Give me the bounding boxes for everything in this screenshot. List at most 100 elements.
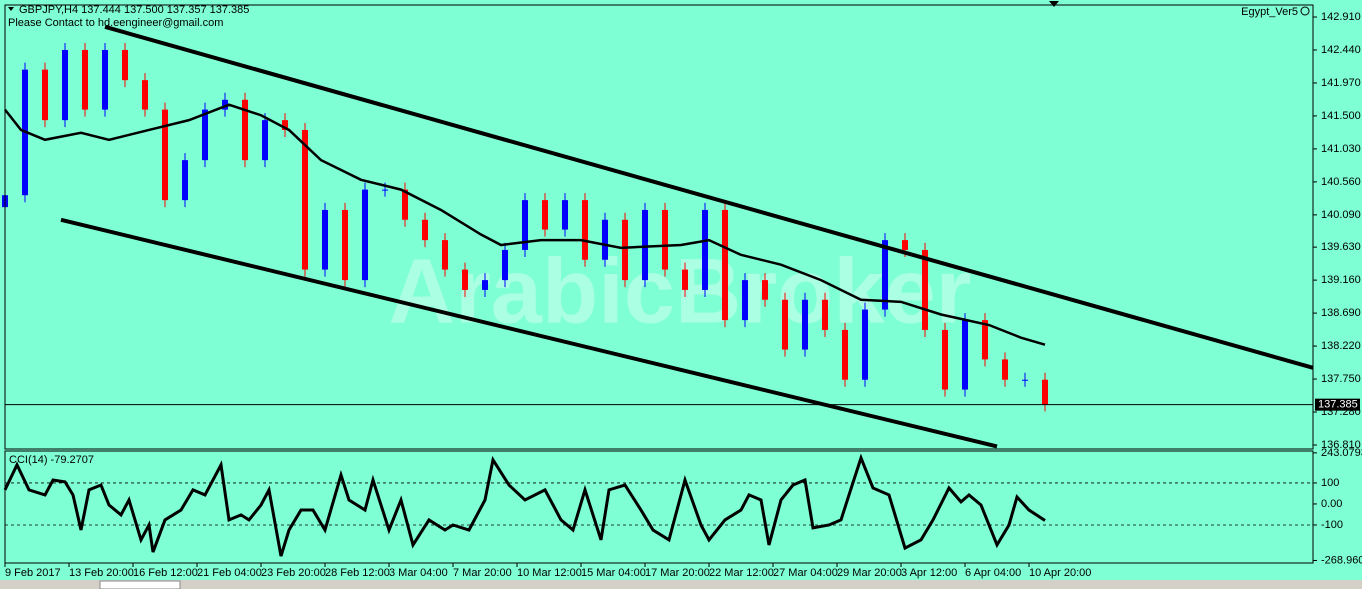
y-tick-label: 139.630: [1321, 241, 1361, 253]
candle-body: [862, 309, 868, 380]
candle-body: [262, 120, 268, 161]
x-tick-label: 28 Feb 12:00: [325, 567, 390, 579]
y-tick-label: 141.970: [1321, 77, 1361, 89]
trend-line: [104, 24, 1314, 370]
candle-body: [542, 200, 548, 230]
x-tick-label: 17 Mar 20:00: [645, 567, 710, 579]
tab-bar: [0, 580, 1362, 589]
y-tick-label: 100: [1321, 477, 1339, 489]
expert-icon: [1300, 6, 1310, 16]
y-tick-label: -268.9605: [1321, 554, 1362, 566]
candle-body: [62, 49, 68, 121]
moving-average: [4, 103, 1046, 346]
candle-body: [962, 320, 968, 390]
x-tick-label: 16 Feb 12:00: [133, 567, 198, 579]
candle-body: [982, 320, 988, 360]
candle-body: [582, 200, 588, 260]
cci-header: CCI(14) -79.2707: [9, 454, 94, 466]
plot-layer: 142.910 142.440 141.970 141.500 141.030 140.5…: [2, 11, 1362, 579]
x-tick-label: 27 Mar 04:00: [773, 567, 838, 579]
candle-body: [562, 200, 568, 230]
x-tick-label: 3 Mar 04:00: [389, 567, 448, 579]
candle-body: [162, 109, 168, 201]
candle-body: [302, 129, 308, 270]
candle-body: [682, 269, 688, 290]
x-tick-label: 21 Feb 04:00: [197, 567, 262, 579]
x-tick-label: 22 Mar 12:00: [709, 567, 774, 579]
y-tick-label: 142.910: [1321, 11, 1361, 23]
candle-body: [802, 299, 808, 350]
candle-body: [642, 209, 648, 281]
candle-body: [42, 69, 48, 121]
candle-body: [382, 189, 388, 191]
x-tick-label: 29 Mar 20:00: [837, 567, 902, 579]
candle-body: [502, 249, 508, 281]
x-tick-label: 15 Mar 04:00: [581, 567, 646, 579]
candle-body: [362, 189, 368, 281]
x-tick-label: 10 Apr 20:00: [1029, 567, 1091, 579]
candle-body: [762, 280, 768, 300]
candle-body: [202, 109, 208, 161]
y-tick-label: 142.440: [1321, 44, 1361, 56]
candle-body: [142, 80, 148, 110]
y-tick-label: 138.690: [1321, 307, 1361, 319]
x-tick-label: 7 Mar 20:00: [453, 567, 512, 579]
candle-body: [702, 209, 708, 290]
menu-arrow[interactable]: [8, 7, 14, 11]
y-tick-label: 141.030: [1321, 143, 1361, 155]
candle-body: [462, 269, 468, 290]
candle-body: [122, 49, 128, 81]
x-tick-label: 10 Mar 12:00: [517, 567, 582, 579]
cci-panel-frame: [4, 450, 1314, 564]
candle-body: [342, 209, 348, 281]
candle-body: [602, 219, 608, 260]
candle-body: [722, 209, 728, 321]
candle-body: [242, 99, 248, 161]
candle-body: [662, 209, 668, 270]
shift-marker: [1049, 1, 1059, 7]
y-tick-label: 137.750: [1321, 373, 1361, 385]
candle-body: [322, 209, 328, 270]
candle-body: [1042, 379, 1048, 405]
y-tick-label: 140.560: [1321, 176, 1361, 188]
trend-line: [60, 217, 998, 449]
cci-line: [3, 453, 1046, 557]
candle-body: [282, 120, 288, 130]
y-tick-label: 139.160: [1321, 274, 1361, 286]
y-tick-label: 140.090: [1321, 209, 1361, 221]
x-tick-label: 3 Apr 12:00: [901, 567, 957, 579]
candle-body: [522, 200, 528, 250]
contact-note: Please Contact to hd.eengineer@gmail.com: [8, 17, 223, 29]
candle-body: [482, 280, 488, 290]
y-tick-label: 243.0793: [1321, 447, 1362, 459]
y-tick-label: -100: [1321, 519, 1343, 531]
candle-body: [1002, 359, 1008, 380]
candle-body: [622, 219, 628, 281]
tab[interactable]: [99, 580, 181, 589]
x-tick-label: 6 Apr 04:00: [965, 567, 1021, 579]
candle-body: [82, 49, 88, 110]
x-tick-label: 9 Feb 2017: [5, 567, 61, 579]
candle-body: [882, 240, 888, 310]
candle-body: [422, 219, 428, 241]
candle-body: [782, 299, 788, 350]
y-tick-label: 136.810: [1321, 439, 1361, 451]
symbol-header: GBPJPY,H4 137.444 137.500 137.357 137.38…: [19, 4, 249, 16]
candle-body: [842, 329, 848, 380]
candle-body: [902, 240, 908, 250]
x-tick-label: 23 Feb 20:00: [261, 567, 326, 579]
candle-body: [442, 240, 448, 270]
candle-body: [942, 329, 948, 390]
last-price-label: 137.385: [1318, 399, 1358, 411]
candle-body: [182, 160, 188, 201]
candle-body: [822, 299, 828, 330]
candle-body: [402, 189, 408, 220]
y-tick-label: 141.500: [1321, 110, 1361, 122]
expert-name: Egypt_Ver5: [1241, 6, 1298, 18]
candle-body: [922, 249, 928, 330]
candle-body: [102, 49, 108, 110]
candle-body: [222, 99, 228, 110]
candle-body: [742, 280, 748, 321]
